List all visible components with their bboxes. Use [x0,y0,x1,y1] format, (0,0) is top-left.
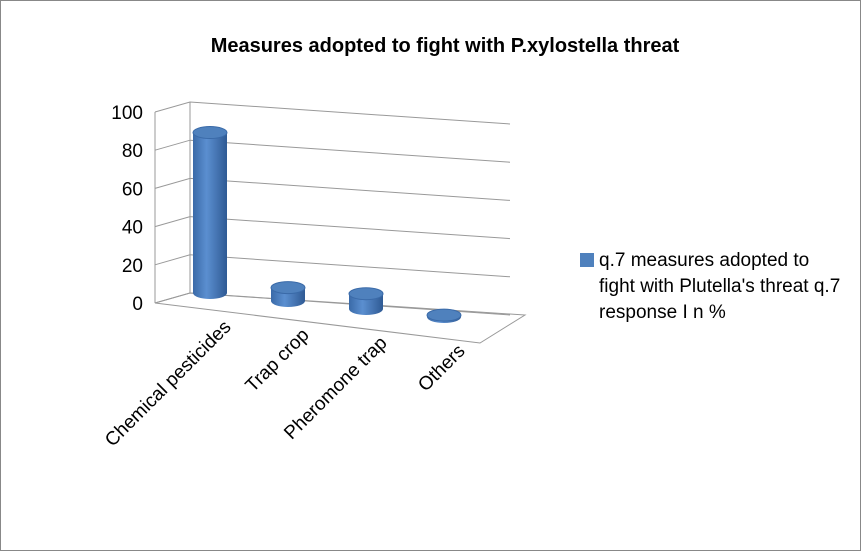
legend-swatch [580,253,594,267]
bar [192,126,228,299]
y-tick-label: 20 [122,256,143,277]
grid-line [154,254,511,278]
chart-title: Measures adopted to fight with P.xyloste… [211,35,680,57]
bar [348,287,384,315]
grid-line [154,139,511,163]
y-tick-label: 60 [122,179,143,200]
legend-label: q.7 measures adopted to fight with Plute… [599,250,841,323]
y-tick-label: 40 [122,218,143,239]
grid-line [154,216,511,240]
y-tick-label: 0 [132,294,143,315]
bar-top [270,281,306,295]
bar [270,281,306,307]
bar-top [348,287,384,301]
y-tick-label: 100 [111,103,143,124]
bar-top [192,126,228,140]
grid-line [154,292,511,316]
bar [426,308,462,323]
grid-line [154,101,511,125]
bar-top [426,308,462,322]
y-tick-label: 80 [122,141,143,162]
grid-line [154,177,511,201]
bar-body [193,132,227,299]
